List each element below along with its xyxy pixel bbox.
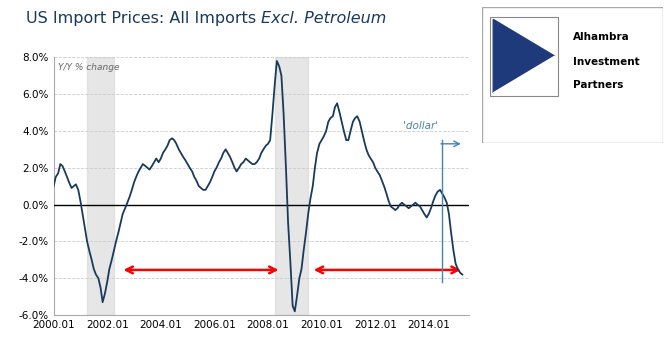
FancyBboxPatch shape [482, 7, 663, 143]
Text: Excl. Petroleum: Excl. Petroleum [261, 11, 387, 26]
Polygon shape [493, 19, 555, 93]
Text: Partners: Partners [573, 80, 623, 90]
Text: Y/Y % change: Y/Y % change [58, 63, 119, 72]
Text: US Import Prices: All Imports: US Import Prices: All Imports [26, 11, 261, 26]
Text: 'dollar': 'dollar' [403, 121, 438, 131]
Bar [275, 57, 308, 315]
Text: Alhambra: Alhambra [573, 32, 630, 42]
FancyBboxPatch shape [490, 17, 558, 96]
Polygon shape [493, 56, 555, 93]
Bar [87, 57, 114, 315]
Text: Investment: Investment [573, 57, 639, 67]
